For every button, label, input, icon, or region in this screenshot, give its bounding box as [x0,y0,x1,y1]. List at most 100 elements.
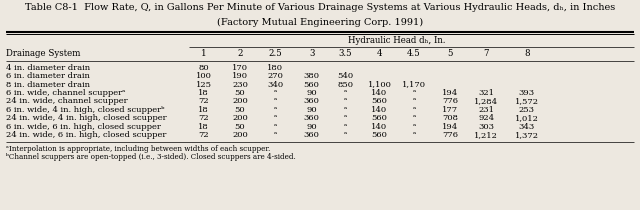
Text: 24 in. wide, 6 in. high, closed scupper: 24 in. wide, 6 in. high, closed scupper [6,131,167,139]
Text: ᵃ: ᵃ [344,114,348,122]
Text: ᵃ: ᵃ [412,114,416,122]
Text: 4: 4 [377,50,382,58]
Text: ᵃ: ᵃ [412,89,416,97]
Text: 6 in. wide, channel scupperᵃ: 6 in. wide, channel scupperᵃ [6,89,126,97]
Text: 194: 194 [442,89,458,97]
Text: 18: 18 [198,123,209,131]
Text: 343: 343 [518,123,535,131]
Text: 72: 72 [198,97,209,105]
Text: ᵃ: ᵃ [273,89,277,97]
Text: 170: 170 [232,64,248,72]
Text: 560: 560 [372,114,387,122]
Text: 393: 393 [518,89,535,97]
Text: 340: 340 [267,81,284,89]
Text: 924: 924 [478,114,495,122]
Text: ᵇChannel scuppers are open-topped (i.e., 3-sided). Closed scuppers are 4-sided.: ᵇChannel scuppers are open-topped (i.e.,… [6,153,296,161]
Text: 230: 230 [232,81,248,89]
Text: 270: 270 [268,72,283,80]
Text: 125: 125 [196,81,211,89]
Text: ᵃ: ᵃ [273,131,277,139]
Text: 560: 560 [304,81,319,89]
Text: 50: 50 [235,123,245,131]
Text: 380: 380 [304,72,320,80]
Text: 2: 2 [237,50,243,58]
Text: 72: 72 [198,114,209,122]
Text: 190: 190 [232,72,248,80]
Text: 6 in. wide, 6 in. high, closed scupper: 6 in. wide, 6 in. high, closed scupper [6,123,161,131]
Text: 1,012: 1,012 [515,114,539,122]
Text: ᵃ: ᵃ [344,97,348,105]
Text: 24 in. wide, channel scupper: 24 in. wide, channel scupper [6,97,128,105]
Text: 4.5: 4.5 [407,50,421,58]
Text: 360: 360 [304,131,319,139]
Text: (Factory Mutual Engineering Corp. 1991): (Factory Mutual Engineering Corp. 1991) [217,18,423,27]
Text: ᵃ: ᵃ [273,123,277,131]
Text: 200: 200 [232,131,248,139]
Text: 200: 200 [232,114,248,122]
Text: 90: 90 [307,106,317,114]
Text: 1,100: 1,100 [367,81,392,89]
Text: 140: 140 [371,123,388,131]
Text: 177: 177 [442,106,458,114]
Text: 360: 360 [304,97,319,105]
Text: 560: 560 [372,131,387,139]
Text: Drainage System: Drainage System [6,50,81,58]
Text: 6 in. diameter drain: 6 in. diameter drain [6,72,90,80]
Text: 140: 140 [371,106,388,114]
Text: 1,170: 1,170 [402,81,426,89]
Text: 90: 90 [307,89,317,97]
Text: 7: 7 [484,50,489,58]
Text: 5: 5 [447,50,452,58]
Text: 303: 303 [479,123,494,131]
Text: 776: 776 [442,97,458,105]
Text: 80: 80 [198,64,209,72]
Text: 140: 140 [371,89,388,97]
Text: ᵃ: ᵃ [412,97,416,105]
Text: ᵃ: ᵃ [412,106,416,114]
Text: ᵃ: ᵃ [273,97,277,105]
Text: ᵃ: ᵃ [344,131,348,139]
Text: ᵃ: ᵃ [344,106,348,114]
Text: 90: 90 [307,123,317,131]
Text: 1: 1 [201,50,206,58]
Text: Table C8-1  Flow Rate, Q, in Gallons Per Minute of Various Drainage Systems at V: Table C8-1 Flow Rate, Q, in Gallons Per … [25,3,615,12]
Text: ᵃInterpolation is appropriate, including between widths of each scupper.: ᵃInterpolation is appropriate, including… [6,145,271,153]
Text: 100: 100 [196,72,211,80]
Text: ᵃ: ᵃ [412,131,416,139]
Text: 708: 708 [442,114,458,122]
Text: 6 in. wide, 4 in. high, closed scupperᵇ: 6 in. wide, 4 in. high, closed scupperᵇ [6,106,165,114]
Text: 8: 8 [524,50,529,58]
Text: 540: 540 [337,72,354,80]
Text: 850: 850 [338,81,354,89]
Text: 560: 560 [372,97,387,105]
Text: 1,572: 1,572 [515,97,539,105]
Text: 360: 360 [304,114,319,122]
Text: 1,284: 1,284 [474,97,499,105]
Text: 1,212: 1,212 [474,131,499,139]
Text: ᵃ: ᵃ [344,89,348,97]
Text: 200: 200 [232,97,248,105]
Text: 321: 321 [479,89,494,97]
Text: 3: 3 [309,50,314,58]
Text: 50: 50 [235,89,245,97]
Text: ᵃ: ᵃ [344,123,348,131]
Text: 18: 18 [198,106,209,114]
Text: 3.5: 3.5 [339,50,353,58]
Text: 776: 776 [442,131,458,139]
Text: ᵃ: ᵃ [412,123,416,131]
Text: 180: 180 [268,64,283,72]
Text: 72: 72 [198,131,209,139]
Text: ᵃ: ᵃ [273,106,277,114]
Text: 4 in. diameter drain: 4 in. diameter drain [6,64,90,72]
Text: 50: 50 [235,106,245,114]
Text: ᵃ: ᵃ [273,114,277,122]
Text: 231: 231 [479,106,494,114]
Text: 194: 194 [442,123,458,131]
Text: 8 in. diameter drain: 8 in. diameter drain [6,81,90,89]
Text: 253: 253 [519,106,535,114]
Text: Hydraulic Head dₕ, In.: Hydraulic Head dₕ, In. [348,36,445,45]
Text: 1,372: 1,372 [515,131,539,139]
Text: 18: 18 [198,89,209,97]
Text: 24 in. wide, 4 in. high, closed scupper: 24 in. wide, 4 in. high, closed scupper [6,114,167,122]
Text: 2.5: 2.5 [268,50,282,58]
